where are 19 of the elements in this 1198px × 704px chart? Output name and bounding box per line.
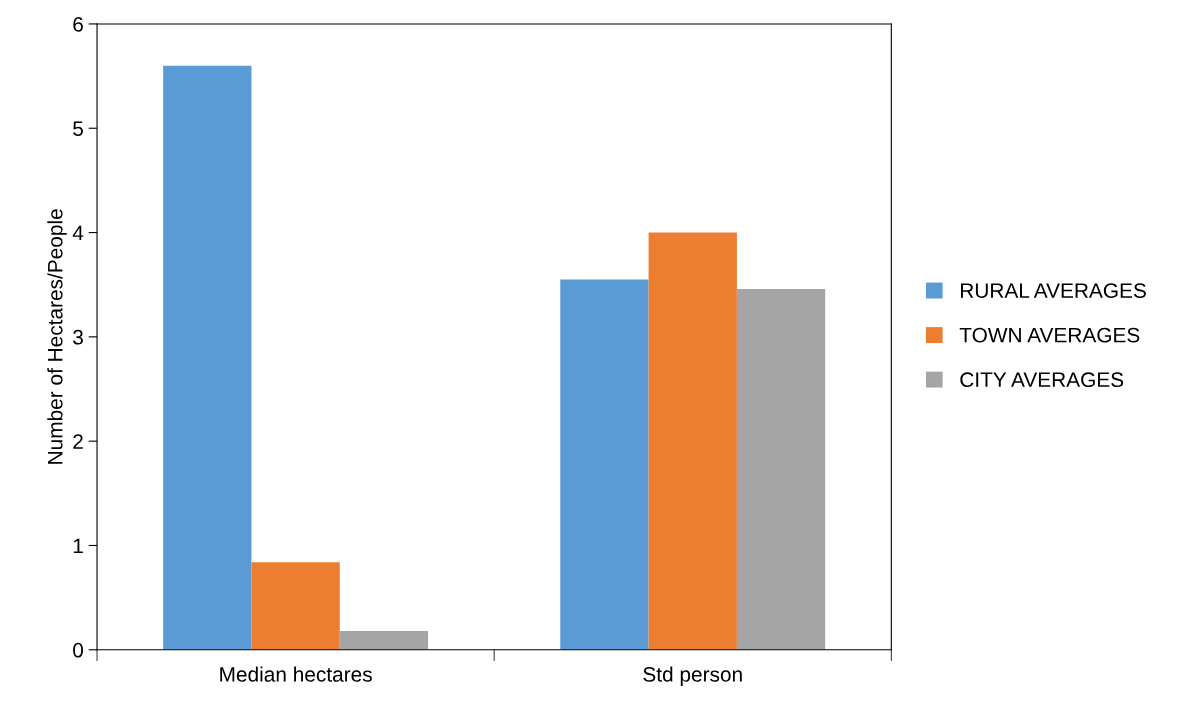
y-tick-label: 4 [72,225,84,241]
bar [560,279,649,650]
bar [339,631,429,650]
x-tick-label: Std person [643,666,742,686]
bar [251,562,340,650]
y-tick-label: 3 [73,329,83,345]
y-axis-title: Number of Hectares/People [47,209,67,464]
y-tick-label: 6 [73,16,83,32]
bar [163,65,252,650]
bar [648,232,737,650]
y-tick-label: 0 [73,642,84,658]
bar [736,288,826,650]
y-tick-label: 5 [73,121,83,136]
legend-label: CITY AVERAGES [960,372,1124,388]
legend-label: TOWN AVERAGES [959,327,1140,343]
legend-label: RURAL AVERAGES [960,283,1146,298]
y-tick-label: 2 [73,434,83,449]
x-tick-label: Median hectares [220,666,372,682]
y-tick-label: 1 [73,538,83,554]
